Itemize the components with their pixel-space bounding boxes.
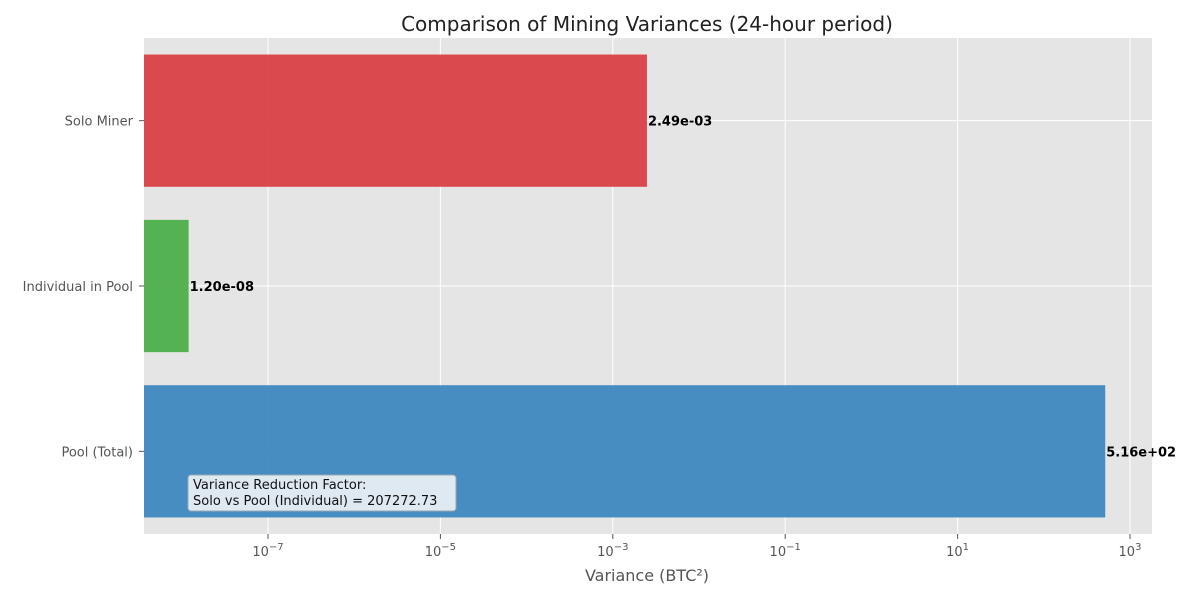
y-tick-label: Pool (Total)	[61, 445, 133, 460]
x-tick-label: 10−3	[597, 542, 628, 560]
bar-value-label: 2.49e-03	[648, 115, 712, 130]
x-tick-label: 103	[1119, 542, 1142, 560]
variance-reduction-annotation: Variance Reduction Factor:Solo vs Pool (…	[187, 474, 457, 512]
x-tick-labels: 10−7 10−5 10−3 10−1 101 103	[252, 534, 1141, 560]
x-tick-label: 101	[946, 542, 969, 560]
y-tick-labels: Pool (Total) Individual in Pool Solo Miner	[23, 115, 144, 460]
x-axis-label: Variance (BTC²)	[585, 566, 709, 585]
y-tick-label: Solo Miner	[65, 115, 134, 130]
bar-value-label: 1.20e-08	[190, 280, 254, 295]
annotation-line: Variance Reduction Factor:	[193, 478, 366, 493]
annotation-box	[187, 474, 457, 512]
bar	[144, 219, 189, 353]
bar	[144, 54, 647, 187]
y-tick-label: Individual in Pool	[23, 280, 133, 295]
x-tick-label: 10−7	[252, 542, 283, 560]
chart-title: Comparison of Mining Variances (24-hour …	[401, 12, 893, 36]
annotation-line: Solo vs Pool (Individual) = 207272.73	[193, 494, 437, 509]
x-tick-label: 10−5	[425, 542, 456, 560]
x-tick-label: 10−1	[770, 542, 801, 560]
bar-value-label: 5.16e+02	[1106, 445, 1176, 460]
